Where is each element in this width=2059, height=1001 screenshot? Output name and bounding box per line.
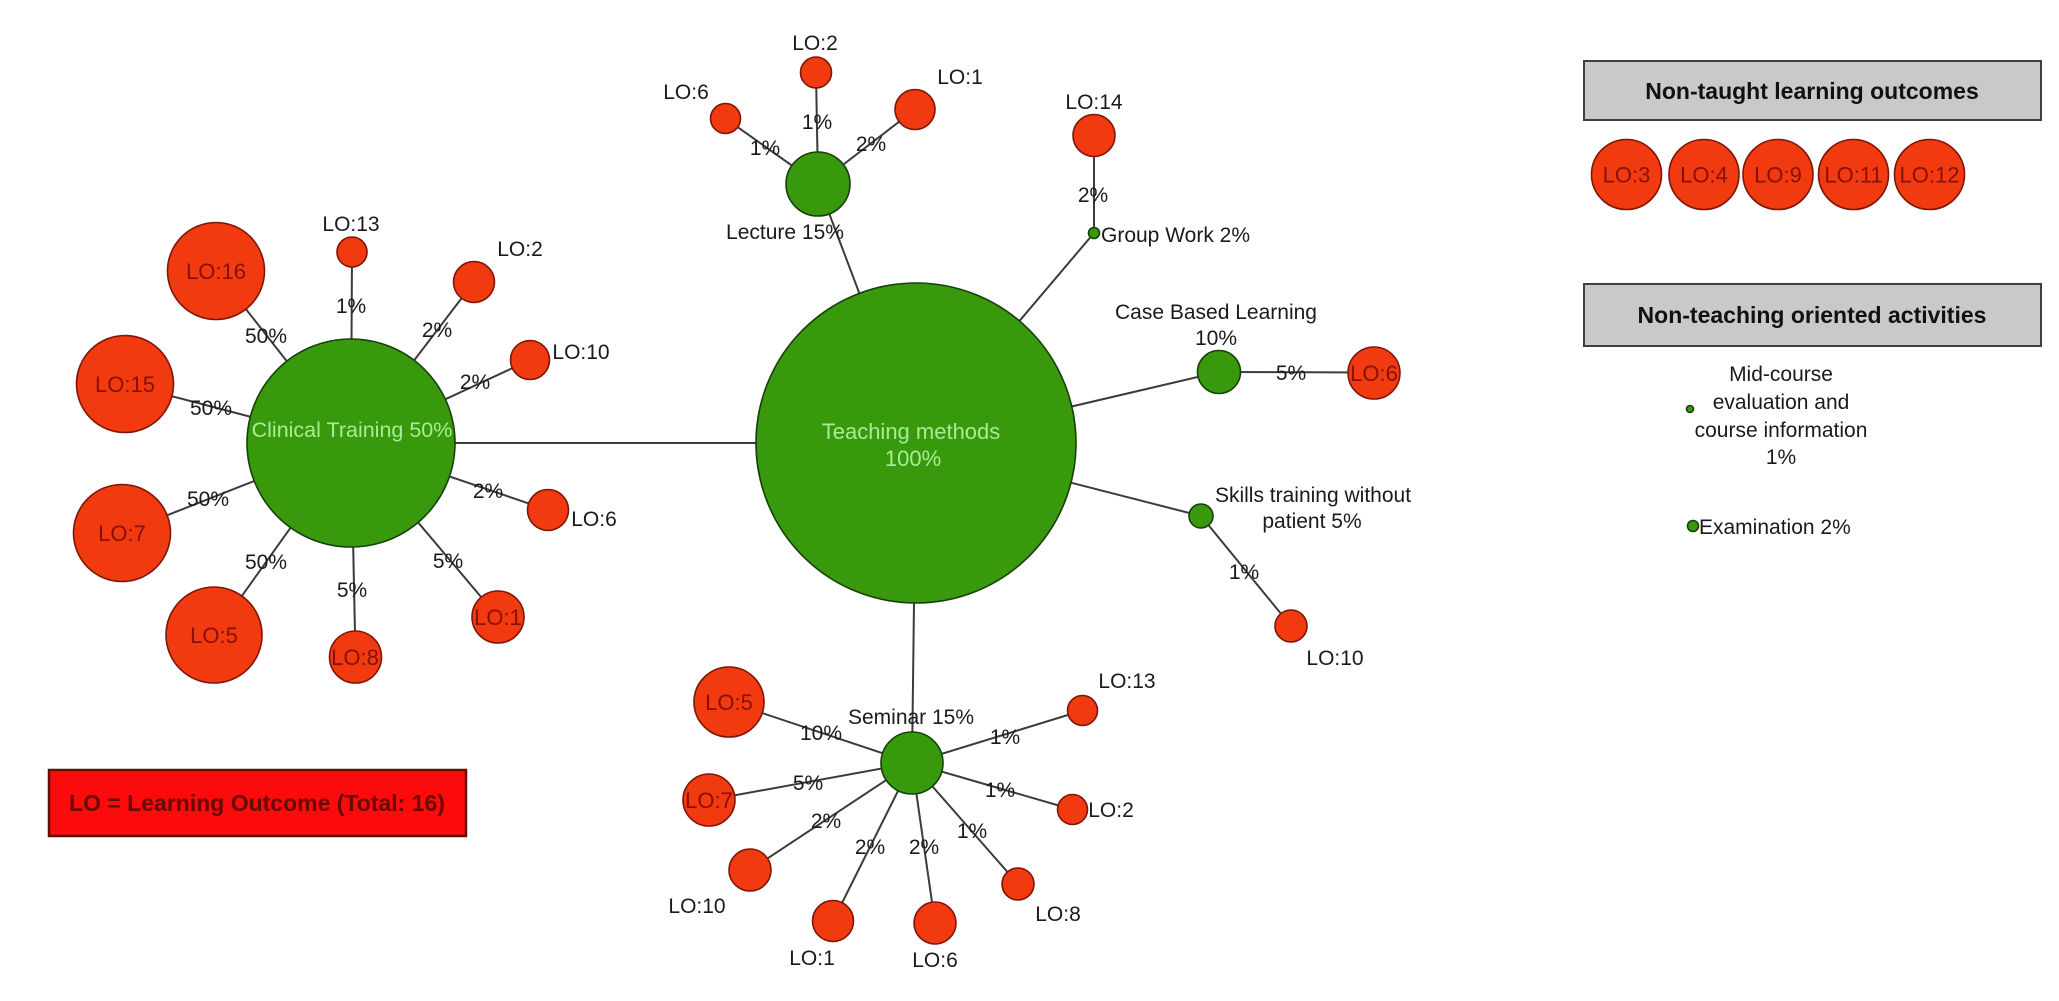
- svg-text:LO:12: LO:12: [1900, 163, 1960, 188]
- svg-text:10%: 10%: [800, 722, 842, 745]
- svg-text:evaluation and: evaluation and: [1713, 391, 1850, 414]
- svg-text:Mid-course: Mid-course: [1729, 363, 1833, 386]
- svg-text:LO:15: LO:15: [95, 372, 155, 397]
- svg-text:50%: 50%: [245, 551, 287, 574]
- svg-text:2%: 2%: [422, 319, 452, 342]
- svg-text:Seminar 15%: Seminar 15%: [848, 706, 974, 729]
- svg-text:1%: 1%: [990, 726, 1020, 749]
- svg-text:LO:13: LO:13: [322, 213, 379, 236]
- svg-text:course information: course information: [1695, 419, 1868, 442]
- svg-text:LO:10: LO:10: [552, 341, 609, 364]
- svg-text:1%: 1%: [957, 820, 987, 843]
- svg-text:LO:7: LO:7: [98, 521, 146, 546]
- svg-text:5%: 5%: [433, 550, 463, 573]
- svg-text:10%: 10%: [1195, 327, 1237, 350]
- svg-text:LO:6: LO:6: [1350, 361, 1398, 386]
- svg-text:100%: 100%: [885, 446, 941, 471]
- svg-text:5%: 5%: [1276, 362, 1306, 385]
- svg-text:patient 5%: patient 5%: [1262, 510, 1361, 533]
- svg-text:50%: 50%: [187, 488, 229, 511]
- svg-text:LO:1: LO:1: [789, 947, 835, 970]
- svg-text:LO:2: LO:2: [1088, 799, 1134, 822]
- svg-text:5%: 5%: [793, 772, 823, 795]
- svg-text:1%: 1%: [336, 295, 366, 318]
- svg-text:LO = Learning Outcome (Total:: LO = Learning Outcome (Total: 16): [69, 790, 445, 816]
- svg-text:Teaching methods: Teaching methods: [822, 419, 1001, 444]
- svg-text:LO:11: LO:11: [1824, 163, 1882, 188]
- svg-text:LO:9: LO:9: [1754, 163, 1802, 188]
- svg-text:1%: 1%: [985, 779, 1015, 802]
- svg-text:5%: 5%: [337, 579, 367, 602]
- svg-text:LO:13: LO:13: [1098, 670, 1155, 693]
- svg-text:LO:1: LO:1: [474, 605, 522, 630]
- svg-text:2%: 2%: [1078, 184, 1108, 207]
- svg-text:2%: 2%: [473, 480, 503, 503]
- svg-text:LO:1: LO:1: [937, 66, 983, 89]
- svg-text:LO:8: LO:8: [331, 645, 379, 670]
- svg-text:50%: 50%: [190, 397, 232, 420]
- svg-text:Clinical Training 50%: Clinical Training 50%: [252, 418, 453, 442]
- svg-text:2%: 2%: [856, 133, 886, 156]
- svg-text:Non-taught learning outcomes: Non-taught learning outcomes: [1645, 78, 1979, 104]
- svg-text:LO:2: LO:2: [497, 238, 543, 261]
- svg-text:2%: 2%: [855, 836, 885, 859]
- svg-text:1%: 1%: [802, 111, 832, 134]
- svg-text:50%: 50%: [245, 325, 287, 348]
- svg-text:Case Based Learning: Case Based Learning: [1115, 301, 1317, 324]
- svg-text:LO:2: LO:2: [792, 32, 838, 55]
- svg-text:2%: 2%: [460, 371, 490, 394]
- svg-text:LO:5: LO:5: [705, 690, 753, 715]
- svg-text:LO:4: LO:4: [1680, 163, 1728, 188]
- svg-text:Non-teaching oriented activiti: Non-teaching oriented activities: [1638, 302, 1987, 328]
- svg-text:LO:10: LO:10: [1306, 647, 1363, 670]
- svg-text:LO:6: LO:6: [912, 949, 958, 972]
- svg-text:LO:8: LO:8: [1035, 903, 1081, 926]
- svg-text:2%: 2%: [811, 810, 841, 833]
- svg-text:LO:14: LO:14: [1065, 91, 1123, 114]
- svg-text:LO:6: LO:6: [571, 508, 617, 531]
- svg-text:2%: 2%: [909, 836, 939, 859]
- svg-text:LO:5: LO:5: [190, 623, 238, 648]
- svg-text:LO:16: LO:16: [186, 259, 246, 284]
- svg-text:Group Work 2%: Group Work 2%: [1101, 224, 1250, 247]
- svg-text:Skills training without: Skills training without: [1215, 484, 1411, 507]
- svg-text:1%: 1%: [1229, 561, 1259, 584]
- svg-text:LO:6: LO:6: [663, 81, 709, 104]
- svg-text:Lecture 15%: Lecture 15%: [726, 221, 844, 244]
- svg-text:1%: 1%: [750, 137, 780, 160]
- svg-text:LO:10: LO:10: [668, 895, 725, 918]
- svg-text:LO:3: LO:3: [1603, 163, 1651, 188]
- svg-text:LO:7: LO:7: [685, 788, 733, 813]
- svg-text:1%: 1%: [1766, 446, 1796, 469]
- svg-text:Examination 2%: Examination 2%: [1699, 516, 1851, 539]
